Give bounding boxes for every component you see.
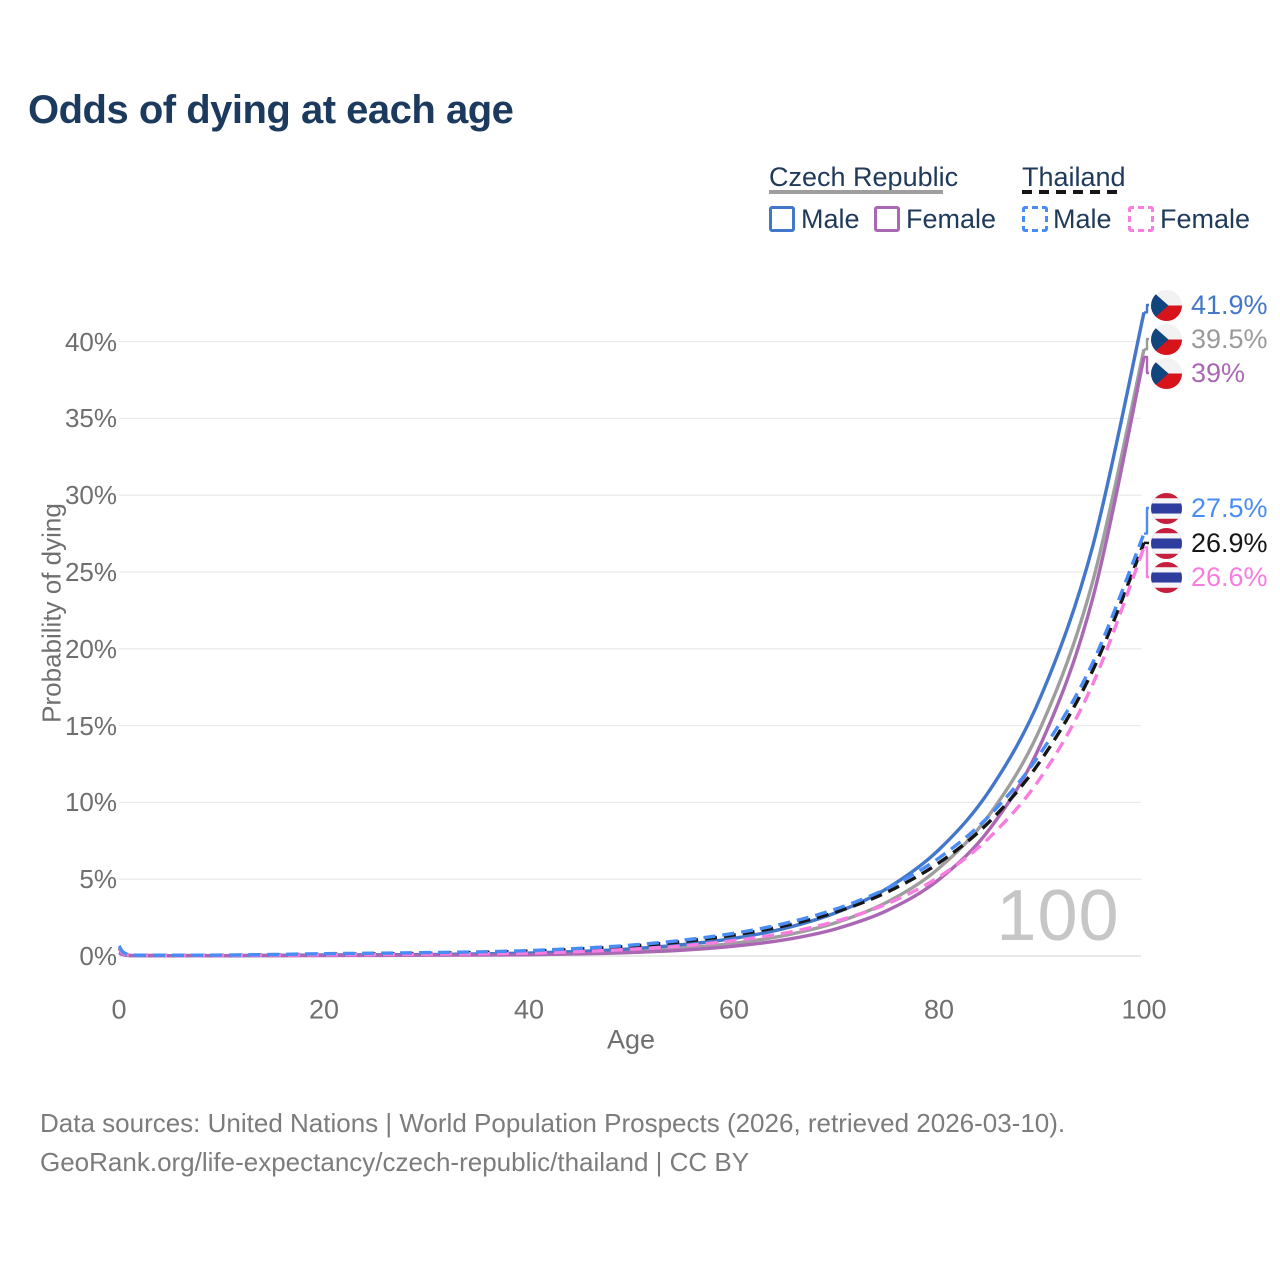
legend-item-thailand-male[interactable]: Male bbox=[1053, 204, 1112, 234]
series-thailand-male[interactable] bbox=[117, 532, 1146, 957]
y-tick-label-20: 20% bbox=[64, 633, 117, 664]
legend-item-thailand-female[interactable]: Female bbox=[1160, 204, 1251, 234]
y-tick-label-40: 40% bbox=[64, 326, 117, 357]
callout-value: 27.5% bbox=[1191, 492, 1268, 523]
callout-value: 39% bbox=[1191, 357, 1246, 388]
legend-group-thailand[interactable]: Thailand bbox=[1022, 162, 1126, 192]
x-tick-label-80: 80 bbox=[923, 994, 955, 1025]
footer-line-2: GeoRank.org/life-expectancy/czech-republ… bbox=[40, 1147, 750, 1177]
y-tick-label-35: 35% bbox=[64, 403, 117, 434]
callout-value: 26.6% bbox=[1191, 561, 1268, 592]
callout-value: 41.9% bbox=[1191, 289, 1268, 320]
series-thailand-both[interactable] bbox=[117, 542, 1146, 958]
legend-swatch-czech-female-icon[interactable] bbox=[874, 206, 900, 232]
legend-swatch-thailand-female-icon[interactable] bbox=[1128, 206, 1154, 232]
x-tick-label-60: 60 bbox=[718, 994, 750, 1025]
x-tick-label-20: 20 bbox=[308, 994, 340, 1025]
legend-item-czech-male[interactable]: Male bbox=[801, 204, 860, 234]
callout-value: 26.9% bbox=[1191, 527, 1268, 558]
series-czech-republic-both[interactable] bbox=[118, 348, 1146, 958]
callout-czech-female[interactable]: 39% bbox=[1149, 355, 1245, 391]
callout-value: 39.5% bbox=[1191, 323, 1268, 354]
footer-line-1: Data sources: United Nations | World Pop… bbox=[40, 1108, 1066, 1138]
callout-thailand-male[interactable]: 27.5% bbox=[1149, 490, 1268, 526]
thailand-flag-icon bbox=[1149, 559, 1184, 595]
series-czech-republic-male[interactable] bbox=[118, 312, 1146, 958]
callout-thailand-both[interactable]: 26.9% bbox=[1149, 525, 1268, 561]
series-czech-republic-female[interactable] bbox=[118, 356, 1146, 958]
x-tick-label-40: 40 bbox=[513, 994, 545, 1025]
legend-swatch-czech-male-icon[interactable] bbox=[769, 206, 795, 232]
callout-czech-male[interactable]: 41.9% bbox=[1149, 287, 1268, 323]
y-tick-label-5: 5% bbox=[79, 864, 117, 895]
callout-thailand-female[interactable]: 26.6% bbox=[1149, 559, 1268, 595]
y-tick-label-25: 25% bbox=[64, 557, 117, 587]
x-tick-label-100: 100 bbox=[1121, 994, 1167, 1025]
callout-czech-both[interactable]: 39.5% bbox=[1149, 321, 1268, 357]
thailand-flag-icon bbox=[1149, 525, 1184, 561]
x-tick-label-0: 0 bbox=[111, 994, 127, 1025]
hovered-age-watermark: 100 bbox=[996, 876, 1120, 956]
y-tick-label-10: 10% bbox=[64, 787, 117, 818]
thailand-flag-icon bbox=[1149, 490, 1184, 526]
legend-underline-thailand bbox=[1022, 190, 1120, 194]
legend-swatch-thailand-male-icon[interactable] bbox=[1022, 206, 1048, 232]
y-axis-title: Probability of dying bbox=[36, 503, 67, 723]
legend-item-czech-female[interactable]: Female bbox=[906, 204, 997, 234]
legend-group-czech-republic[interactable]: Czech Republic bbox=[769, 162, 959, 192]
y-tick-label-30: 30% bbox=[64, 480, 117, 511]
y-tick-label-0: 0% bbox=[79, 941, 117, 971]
page-title: Odds of dying at each age bbox=[28, 88, 514, 132]
y-tick-label-15: 15% bbox=[64, 710, 117, 741]
data-sources-footer: Data sources: United Nations | World Pop… bbox=[40, 1104, 1065, 1182]
x-axis-title: Age bbox=[606, 1024, 656, 1055]
legend-underline-czech bbox=[769, 190, 943, 194]
czech-flag-icon bbox=[1149, 321, 1184, 357]
czech-flag-icon bbox=[1149, 355, 1184, 391]
czech-flag-icon bbox=[1149, 287, 1184, 323]
series-thailand-female[interactable] bbox=[117, 546, 1146, 958]
